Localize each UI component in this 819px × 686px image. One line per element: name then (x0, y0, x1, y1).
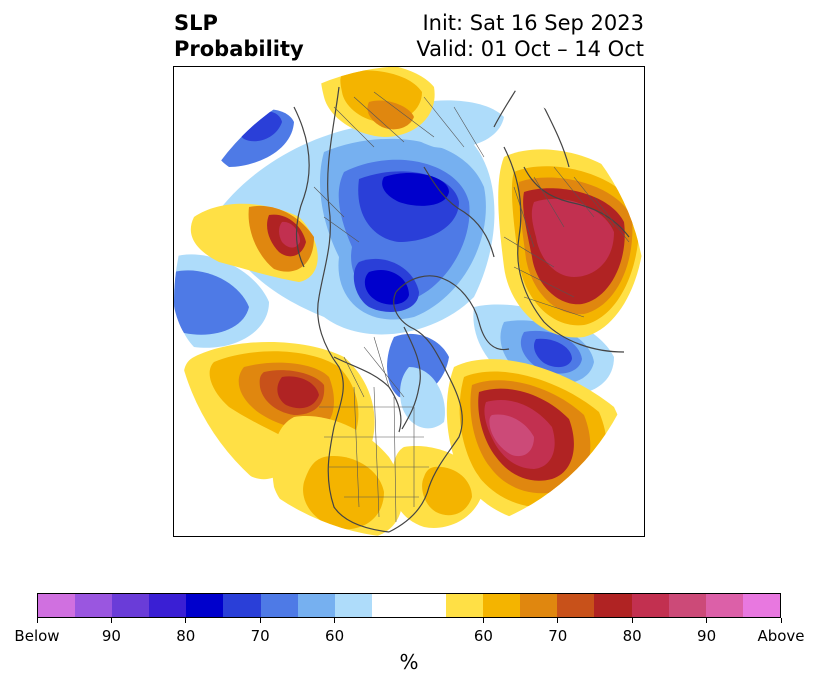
polar-map (173, 66, 645, 537)
colorbar-tick-label: 70 (250, 627, 270, 645)
colorbar-tick-mark (259, 618, 261, 623)
colorbar-tick-label: 80 (622, 627, 642, 645)
colorbar-tick-label: 60 (325, 627, 345, 645)
colorbar-tick-label: Above (757, 627, 805, 645)
colorbar-segment (223, 594, 261, 617)
colorbar (37, 593, 781, 618)
colorbar-tick-label: 60 (473, 627, 493, 645)
colorbar-segment (594, 594, 632, 617)
colorbar-segment (334, 594, 372, 617)
colorbar-segment (75, 594, 113, 617)
colorbar-segment (631, 594, 669, 617)
colorbar-segment (371, 594, 409, 617)
colorbar-tick-mark (110, 618, 112, 623)
title-line-2: Probability (174, 37, 304, 61)
valid-period: Valid: 01 Oct – 14 Oct (416, 37, 644, 61)
colorbar-segment (408, 594, 447, 617)
colorbar-tick-label: 90 (697, 627, 717, 645)
title-line-1: SLP (174, 11, 218, 35)
colorbar-unit-label: % (399, 650, 419, 674)
colorbar-tick-label: 70 (548, 627, 568, 645)
colorbar-segment (668, 594, 706, 617)
above-normal-regions (183, 67, 644, 536)
probability-map-svg (174, 67, 644, 536)
colorbar-tick-mark (631, 618, 633, 623)
colorbar-segment (186, 594, 224, 617)
colorbar-segment (483, 594, 521, 617)
colorbar-segment (149, 594, 187, 617)
colorbar-tick-mark (334, 618, 336, 623)
colorbar-tick-mark (36, 618, 38, 623)
admin-borders (313, 91, 630, 523)
colorbar-segment (520, 594, 558, 617)
init-date: Init: Sat 16 Sep 2023 (422, 11, 644, 35)
colorbar-segment (557, 594, 595, 617)
colorbar-tick-label: Below (14, 627, 60, 645)
colorbar-tick-mark (482, 618, 484, 623)
map-title: SLP Probability (174, 10, 304, 62)
colorbar-segment (112, 594, 150, 617)
colorbar-tick-mark (706, 618, 708, 623)
colorbar-segment (297, 594, 335, 617)
forecast-info: Init: Sat 16 Sep 2023 Valid: 01 Oct – 14… (416, 10, 644, 62)
colorbar-tick-mark (557, 618, 559, 623)
colorbar-tick-label: 80 (176, 627, 196, 645)
colorbar-segment (742, 594, 780, 617)
colorbar-segment (38, 594, 76, 617)
coastlines (293, 67, 630, 533)
colorbar-segment (446, 594, 484, 617)
colorbar-tick-mark (185, 618, 187, 623)
colorbar-segment (705, 594, 743, 617)
colorbar-segment (260, 594, 298, 617)
colorbar-tick-label: 90 (101, 627, 121, 645)
colorbar-tick-mark (780, 618, 782, 623)
